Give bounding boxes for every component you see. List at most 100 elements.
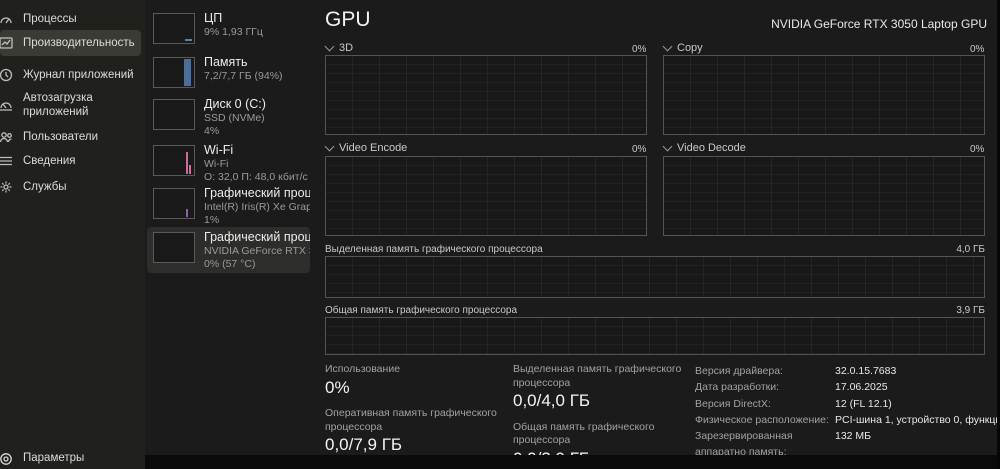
- chart-header-3d[interactable]: 3D: [324, 41, 354, 54]
- sidebar-item-services[interactable]: Службы: [0, 174, 141, 200]
- gpu-detail-pane: GPU NVIDIA GeForce RTX 3050 Laptop GPU 3…: [312, 0, 1000, 468]
- wifi-mini-chart: [153, 145, 195, 176]
- chart-value-video-encode: 0%: [632, 144, 647, 155]
- perf-item-title: Wi-Fi: [204, 143, 234, 157]
- perf-item-title: Диск 0 (C:): [204, 97, 266, 111]
- stat-value: 32.0.15.7683: [835, 365, 897, 377]
- chart-value-dedicated-memory: 4,0 ГБ: [956, 244, 985, 255]
- stat-label: Оперативная память графического процессо…: [325, 406, 497, 433]
- chart-video-decode: [663, 156, 985, 236]
- sidebar-item-users[interactable]: Пользователи: [0, 124, 141, 150]
- startup-icon: [0, 102, 12, 111]
- gpu-device-name: NVIDIA GeForce RTX 3050 Laptop GPU: [771, 17, 987, 31]
- chart-shared-memory: [325, 317, 985, 355]
- memory-mini-chart: [153, 57, 195, 88]
- chart-label-shared-memory: Общая память графического процессора: [325, 305, 518, 316]
- nav-sidebar: Процессы Производительность Журнал прило…: [0, 0, 145, 469]
- page-title: GPU: [325, 8, 371, 31]
- sidebar-item-settings[interactable]: Параметры: [0, 452, 141, 469]
- perf-item-disk[interactable]: Диск 0 (C:) SSD (NVMe) 4%: [147, 94, 310, 140]
- stat-label: Версия DirectX:: [695, 397, 771, 410]
- chart-value-copy: 0%: [970, 44, 985, 55]
- performance-icon: [0, 37, 13, 49]
- sidebar-item-label: Службы: [23, 181, 67, 193]
- chart-header-video-decode[interactable]: Video Decode: [662, 141, 746, 154]
- sidebar-item-processes[interactable]: Процессы: [0, 6, 141, 32]
- stat-value: 0%: [325, 377, 350, 397]
- sidebar-item-label: Процессы: [23, 13, 77, 25]
- gpu-intel-mini-chart: [153, 188, 195, 219]
- stat-utilization: Использование 0%: [325, 363, 510, 398]
- stat-label: Физическое расположение:: [695, 413, 829, 426]
- users-icon: [0, 132, 12, 143]
- chart-value-shared-memory: 3,9 ГБ: [956, 305, 985, 316]
- chart-value-video-decode: 0%: [970, 144, 985, 155]
- perf-item-gpu-intel[interactable]: Графический процесс Intel(R) Iris(R) Xe …: [147, 183, 310, 229]
- sidebar-item-label: Пользователи: [23, 131, 99, 143]
- chart-label: Video Decode: [677, 142, 746, 154]
- stat-label: Использование: [325, 363, 401, 375]
- perf-item-title: Графический процесс: [204, 230, 310, 244]
- stat-directx-version: Версия DirectX: 12 (FL 12.1): [695, 396, 1000, 412]
- chart-label-dedicated-memory: Выделенная память графического процессор…: [325, 244, 543, 255]
- cpu-mini-chart: [153, 13, 195, 44]
- perf-item-detail: 7,2/7,7 ГБ (94%): [204, 70, 283, 82]
- sidebar-item-app-history[interactable]: Журнал приложений: [0, 62, 141, 88]
- stat-value: 17.06.2025: [835, 381, 888, 394]
- stat-value: 0,0/7,9 ГБ: [325, 435, 403, 455]
- chart-video-encode: [325, 156, 647, 236]
- perf-item-detail: 4%: [204, 124, 220, 137]
- sidebar-item-label: Параметры: [23, 452, 85, 464]
- stat-value: 0,0/4,0 ГБ: [513, 391, 591, 411]
- stat-driver-date: Дата разработки: 17.06.2025: [695, 379, 1000, 395]
- perf-item-detail: О: 32,0 П: 48,0 кбит/с: [204, 170, 308, 183]
- sidebar-item-performance[interactable]: Производительность: [0, 30, 141, 56]
- window-right-edge: [997, 0, 1000, 469]
- stat-gpu-ram: Оперативная память графического процессо…: [325, 407, 510, 456]
- chart-value-3d: 0%: [632, 44, 647, 55]
- perf-item-cpu[interactable]: ЦП 9% 1,93 ГГц: [147, 8, 310, 47]
- memory-usage-bar: [184, 59, 191, 86]
- chart-header-copy[interactable]: Copy: [662, 41, 703, 54]
- wifi-activity-spike: [189, 165, 191, 174]
- perf-item-title: Графический процесс: [204, 186, 310, 200]
- perf-item-detail: 9% 1,93 ГГц: [204, 26, 263, 38]
- perf-item-memory[interactable]: Память 7,2/7,7 ГБ (94%): [147, 52, 310, 91]
- performance-list: ЦП 9% 1,93 ГГц Память 7,2/7,7 ГБ (94%) Д…: [145, 0, 312, 455]
- chart-label: Copy: [677, 42, 703, 54]
- sidebar-item-label: Сведения: [23, 155, 76, 167]
- stat-physical-location: Физическое расположение: PCI-шина 1, уст…: [695, 412, 1000, 428]
- stat-value: 132 МБ: [835, 430, 872, 443]
- stat-value: 12 (FL 12.1): [835, 397, 892, 410]
- perf-item-detail: Wi-Fi: [204, 158, 229, 170]
- perf-item-wifi[interactable]: Wi-Fi Wi-Fi О: 32,0 П: 48,0 кбит/с: [147, 140, 310, 186]
- window-bottom-edge: [145, 455, 1000, 469]
- gpu-nvidia-mini-chart: [153, 232, 195, 263]
- perf-item-detail: NVIDIA GeForce RTX 3050 Lap: [204, 245, 310, 257]
- stat-label: Версия драйвера:: [695, 365, 783, 377]
- gpu-usage-spike: [186, 209, 188, 217]
- perf-item-gpu-nvidia[interactable]: Графический процесс NVIDIA GeForce RTX 3…: [147, 227, 310, 274]
- chart-label: 3D: [339, 42, 354, 54]
- chart-header-video-encode[interactable]: Video Encode: [324, 141, 407, 154]
- history-icon: [0, 68, 13, 82]
- perf-item-detail: Intel(R) Iris(R) Xe Graphics: [204, 201, 310, 213]
- chart-dedicated-memory: [325, 256, 985, 298]
- chevron-down-icon: [662, 141, 673, 151]
- disk-mini-chart: [153, 99, 195, 130]
- sidebar-item-startup-apps[interactable]: Автозагрузка приложений: [0, 88, 141, 122]
- services-icon: [0, 181, 12, 193]
- perf-item-detail: SSD (NVMe): [204, 112, 265, 124]
- cpu-usage-blip: [185, 39, 192, 41]
- sidebar-item-label: Журнал приложений: [23, 69, 134, 81]
- stat-driver-version: Версия драйвера: 32.0.15.7683: [695, 363, 1000, 379]
- chevron-down-icon: [324, 41, 335, 51]
- stat-label: Дата разработки:: [695, 381, 780, 394]
- chevron-down-icon: [662, 41, 673, 51]
- stat-label: Общая память графического процессора: [513, 420, 655, 447]
- sidebar-item-details[interactable]: Сведения: [0, 148, 141, 174]
- perf-item-title: ЦП: [204, 11, 223, 25]
- perf-item-detail: 0% (57 °C): [204, 257, 256, 270]
- gear-icon: [0, 453, 12, 465]
